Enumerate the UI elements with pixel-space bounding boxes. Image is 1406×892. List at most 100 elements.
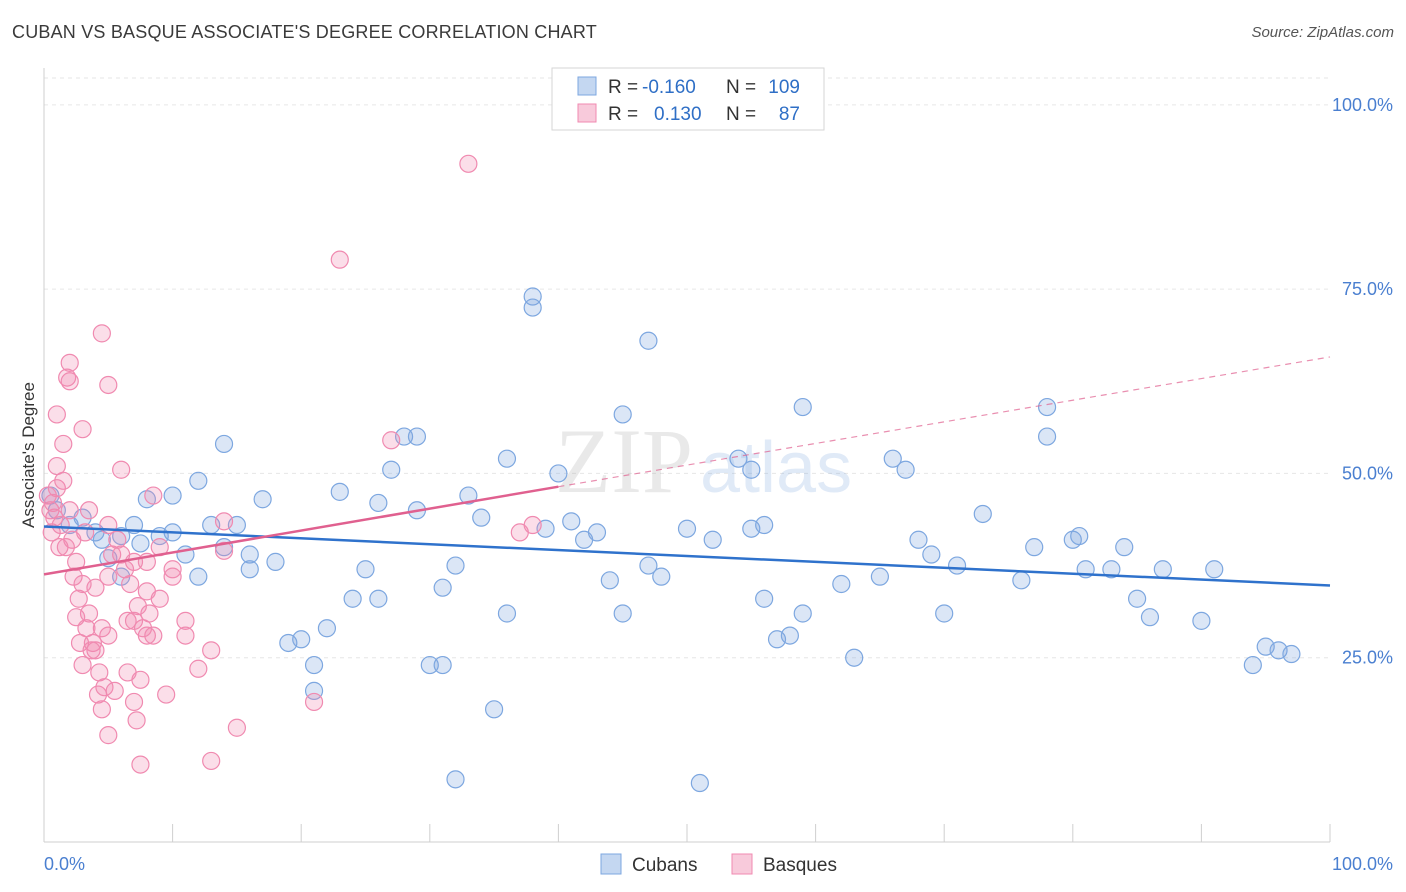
basques-trend-line xyxy=(43,485,559,576)
basques-point-16 xyxy=(73,420,92,439)
cubans-point-71 xyxy=(793,604,812,623)
watermark: ZIP atlas xyxy=(555,410,852,512)
cubans-point-81 xyxy=(947,556,967,575)
cubans-point-36 xyxy=(382,460,401,479)
basques-point-71 xyxy=(47,405,66,424)
basques-point-85 xyxy=(128,597,147,616)
cubans-point-50 xyxy=(523,298,542,317)
cubans-point-45 xyxy=(472,508,491,527)
cubans-point-64 xyxy=(729,449,748,468)
cubans-point-58 xyxy=(613,405,632,424)
cubans-point-19 xyxy=(214,434,234,454)
stats-legend: R = -0.160 N = 109 R = 0.130 N = 87 xyxy=(551,67,825,131)
data-points xyxy=(38,154,1301,793)
basques-point-10 xyxy=(60,372,79,391)
watermark-atlas: atlas xyxy=(700,428,852,508)
basques-point-63 xyxy=(227,718,246,737)
basques-point-66 xyxy=(382,431,401,450)
cubans-point-30 xyxy=(317,619,337,638)
cubans-point-67 xyxy=(755,515,774,535)
stats-r-label-cubans: R = xyxy=(608,77,638,98)
cubans-point-70 xyxy=(780,626,799,645)
basques-point-31 xyxy=(99,567,118,586)
basques-point-70 xyxy=(60,353,79,372)
cubans-point-57 xyxy=(613,604,632,623)
cubans-point-34 xyxy=(369,493,388,513)
cubans-point-43 xyxy=(446,556,465,575)
basques-point-23 xyxy=(86,578,105,597)
basques-point-74 xyxy=(56,538,75,557)
basques-point-29 xyxy=(99,375,118,395)
cubans-point-48 xyxy=(497,604,517,623)
cubans-point-23 xyxy=(240,560,259,579)
gridlines xyxy=(44,77,1330,659)
y-tick-label-3: 100.0% xyxy=(1332,95,1393,115)
cubans-point-24 xyxy=(253,490,272,509)
basques-point-59 xyxy=(202,751,221,771)
cubans-point-59 xyxy=(639,331,658,350)
basques-point-61 xyxy=(214,541,234,560)
cubans-point-100 xyxy=(1282,644,1301,664)
basques-point-76 xyxy=(69,589,88,608)
legend-swatch-cubans xyxy=(600,853,622,875)
basques-point-86 xyxy=(133,619,153,638)
cubans-point-79 xyxy=(922,545,941,564)
y-axis-title: Associate's Degree xyxy=(19,382,38,528)
cubans-point-56 xyxy=(600,571,619,590)
basques-point-33 xyxy=(99,726,118,745)
cubans-point-80 xyxy=(935,604,954,623)
basques-point-50 xyxy=(144,626,163,645)
basques-point-65 xyxy=(330,250,349,269)
cubans-point-73 xyxy=(832,574,851,594)
basques-point-53 xyxy=(157,685,176,704)
basques-point-77 xyxy=(77,619,96,638)
cubans-point-72 xyxy=(793,397,812,417)
basques-point-73 xyxy=(51,515,70,535)
cubans-point-55 xyxy=(587,523,607,542)
basques-point-34 xyxy=(105,681,124,700)
basques-point-84 xyxy=(121,574,140,594)
cubans-point-95 xyxy=(1192,611,1211,630)
basques-point-56 xyxy=(176,611,195,630)
cubans-point-76 xyxy=(883,449,902,468)
stats-n-label-basques: N = xyxy=(726,104,756,125)
basques-point-26 xyxy=(92,324,111,343)
basques-point-20 xyxy=(79,501,99,520)
cubans-point-84 xyxy=(1025,538,1044,557)
cubans-point-102 xyxy=(690,773,709,793)
series-legend: Cubans Basques xyxy=(600,853,837,876)
cubans-point-75 xyxy=(870,567,890,586)
basques-point-72 xyxy=(43,493,63,513)
basques-point-62 xyxy=(214,512,234,531)
stats-r-value-basques: 0.130 xyxy=(654,104,702,125)
trend-lines xyxy=(43,356,1331,587)
basques-point-44 xyxy=(131,670,150,689)
cubans-point-17 xyxy=(189,567,208,586)
legend-swatch-basques xyxy=(731,853,753,875)
basques-point-49 xyxy=(144,486,163,505)
basques-point-69 xyxy=(523,515,542,535)
chart-title: CUBAN VS BASQUE ASSOCIATE'S DEGREE CORRE… xyxy=(12,22,597,42)
cubans-point-94 xyxy=(1153,560,1172,579)
stats-r-value-cubans: -0.160 xyxy=(642,77,696,98)
cubans-point-78 xyxy=(909,530,928,549)
basques-point-78 xyxy=(82,641,101,660)
stats-legend-frame xyxy=(551,67,825,131)
basques-point-27 xyxy=(92,619,111,638)
cubans-point-74 xyxy=(845,648,864,667)
cubans-point-25 xyxy=(266,552,285,571)
axes xyxy=(43,68,1331,843)
cubans-point-27 xyxy=(292,630,311,649)
cubans-point-93 xyxy=(1140,608,1160,627)
cubans-point-101 xyxy=(446,770,465,789)
cubans-point-68 xyxy=(755,589,774,608)
cubans-point-63 xyxy=(703,530,722,549)
cubans-point-82 xyxy=(973,504,992,524)
watermark-zip: ZIP xyxy=(555,410,693,512)
cubans-point-97 xyxy=(1243,655,1262,675)
basques-point-32 xyxy=(99,626,118,645)
cubans-point-91 xyxy=(1115,538,1134,557)
basques-point-28 xyxy=(92,700,111,719)
cubans-point-33 xyxy=(356,560,375,579)
cubans-point-85 xyxy=(1037,397,1057,417)
